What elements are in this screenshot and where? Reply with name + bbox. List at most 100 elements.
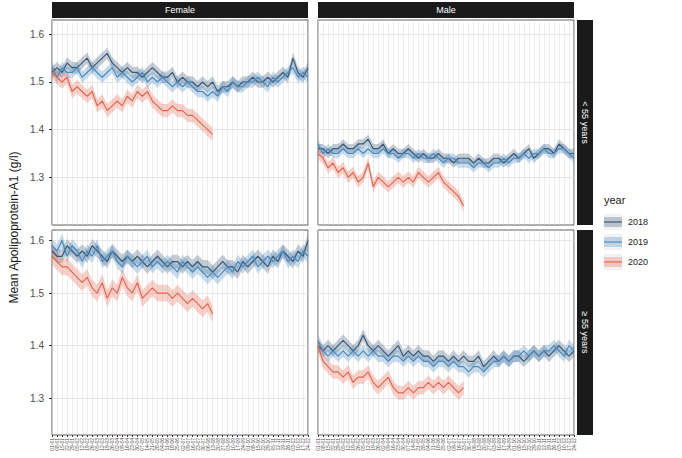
- svg-text:05-03: 05-03: [360, 438, 367, 451]
- svg-text:13-08: 13-08: [475, 438, 482, 451]
- svg-text:23-04: 23-04: [129, 438, 136, 451]
- svg-text:11-06: 11-06: [164, 438, 171, 451]
- svg-text:09-04: 09-04: [385, 438, 392, 451]
- svg-text:02-04: 02-04: [114, 438, 121, 451]
- svg-text:12-11: 12-11: [274, 438, 281, 451]
- svg-text:23-07: 23-07: [460, 438, 467, 451]
- svg-text:04-06: 04-06: [425, 438, 432, 451]
- svg-text:≥ 55 years: ≥ 55 years: [580, 312, 590, 354]
- svg-text:03-09: 03-09: [224, 438, 231, 451]
- svg-text:29-01: 29-01: [69, 438, 76, 451]
- svg-text:1.3: 1.3: [30, 393, 44, 404]
- svg-text:14-05: 14-05: [410, 438, 417, 451]
- svg-text:09-07: 09-07: [184, 438, 191, 451]
- svg-text:04-06: 04-06: [159, 438, 166, 451]
- svg-text:29-10: 29-10: [264, 438, 271, 451]
- svg-text:16-07: 16-07: [189, 438, 196, 451]
- svg-text:02-07: 02-07: [179, 438, 186, 451]
- svg-text:13-08: 13-08: [209, 438, 216, 451]
- svg-text:16-04: 16-04: [124, 438, 131, 451]
- svg-text:19-02: 19-02: [84, 438, 91, 451]
- svg-text:02-04: 02-04: [380, 438, 387, 451]
- svg-text:1.5: 1.5: [30, 288, 44, 299]
- svg-text:2020: 2020: [628, 257, 648, 267]
- svg-text:03-09: 03-09: [490, 438, 497, 451]
- svg-text:30-07: 30-07: [465, 438, 472, 451]
- svg-text:Male: Male: [436, 5, 456, 15]
- svg-text:05-11: 05-11: [269, 438, 276, 451]
- svg-text:08-10: 08-10: [249, 438, 256, 451]
- svg-text:14-05: 14-05: [144, 438, 151, 451]
- svg-text:01-10: 01-10: [244, 438, 251, 451]
- svg-text:19-02: 19-02: [350, 438, 357, 451]
- svg-text:24-12: 24-12: [305, 438, 311, 451]
- svg-text:09-07: 09-07: [450, 438, 457, 451]
- svg-text:19-03: 19-03: [370, 438, 377, 451]
- svg-text:10-09: 10-09: [229, 438, 236, 451]
- svg-text:26-03: 26-03: [109, 438, 116, 451]
- svg-text:1.4: 1.4: [30, 340, 44, 351]
- svg-text:09-04: 09-04: [119, 438, 126, 451]
- svg-text:26-02: 26-02: [355, 438, 362, 451]
- svg-text:22-01: 22-01: [64, 438, 71, 451]
- svg-text:05-03: 05-03: [94, 438, 101, 451]
- svg-text:03-12: 03-12: [289, 438, 296, 451]
- svg-text:25-06: 25-06: [440, 438, 447, 451]
- svg-text:06-08: 06-08: [470, 438, 477, 451]
- svg-text:1.5: 1.5: [30, 76, 44, 87]
- svg-text:year: year: [604, 194, 626, 206]
- svg-text:29-01: 29-01: [335, 438, 342, 451]
- svg-text:20-08: 20-08: [214, 438, 221, 451]
- svg-text:12-02: 12-02: [79, 438, 86, 451]
- svg-text:17-09: 17-09: [500, 438, 507, 451]
- svg-text:11-06: 11-06: [430, 438, 437, 451]
- svg-text:10-09: 10-09: [495, 438, 502, 451]
- svg-text:30-04: 30-04: [134, 438, 141, 451]
- svg-text:1.4: 1.4: [30, 124, 44, 135]
- svg-text:07-05: 07-05: [139, 438, 146, 451]
- svg-text:21-05: 21-05: [149, 438, 156, 451]
- svg-text:22-01: 22-01: [330, 438, 337, 451]
- svg-text:12-03: 12-03: [99, 438, 106, 451]
- svg-text:16-04: 16-04: [390, 438, 397, 451]
- svg-text:07-05: 07-05: [405, 438, 412, 451]
- svg-text:19-11: 19-11: [279, 438, 286, 451]
- svg-text:2018: 2018: [628, 217, 648, 227]
- svg-text:30-04: 30-04: [400, 438, 407, 451]
- svg-text:16-07: 16-07: [455, 438, 462, 451]
- svg-text:Mean Apolipoprotein-A1 (g/l): Mean Apolipoprotein-A1 (g/l): [7, 151, 21, 303]
- svg-text:Female: Female: [165, 5, 195, 15]
- svg-text:26-11: 26-11: [284, 438, 291, 451]
- svg-text:15-10: 15-10: [254, 438, 261, 451]
- svg-text:02-07: 02-07: [445, 438, 452, 451]
- svg-text:28-05: 28-05: [154, 438, 161, 451]
- svg-text:2019: 2019: [628, 237, 648, 247]
- svg-text:20-08: 20-08: [480, 438, 487, 451]
- svg-text:24-12: 24-12: [571, 438, 577, 451]
- svg-text:23-04: 23-04: [395, 438, 402, 451]
- svg-text:24-09: 24-09: [239, 438, 246, 451]
- svg-text:26-03: 26-03: [375, 438, 382, 451]
- svg-text:21-05: 21-05: [415, 438, 422, 451]
- svg-text:05-02: 05-02: [74, 438, 81, 451]
- svg-text:1.6: 1.6: [30, 235, 44, 246]
- svg-text:26-02: 26-02: [89, 438, 96, 451]
- svg-text:27-08: 27-08: [485, 438, 492, 451]
- svg-text:25-06: 25-06: [174, 438, 181, 451]
- svg-text:28-05: 28-05: [420, 438, 427, 451]
- svg-text:< 55 years: < 55 years: [580, 101, 590, 144]
- svg-text:05-02: 05-02: [340, 438, 347, 451]
- svg-text:30-07: 30-07: [199, 438, 206, 451]
- svg-text:1.3: 1.3: [30, 172, 44, 183]
- svg-text:12-02: 12-02: [345, 438, 352, 451]
- svg-text:17-09: 17-09: [234, 438, 241, 451]
- svg-text:1.6: 1.6: [30, 29, 44, 40]
- svg-text:22-10: 22-10: [259, 438, 266, 451]
- svg-text:06-08: 06-08: [204, 438, 211, 451]
- svg-text:12-03: 12-03: [365, 438, 372, 451]
- svg-text:18-06: 18-06: [169, 438, 176, 451]
- svg-text:19-03: 19-03: [104, 438, 111, 451]
- svg-text:18-06: 18-06: [435, 438, 442, 451]
- svg-text:23-07: 23-07: [194, 438, 201, 451]
- svg-text:27-08: 27-08: [219, 438, 226, 451]
